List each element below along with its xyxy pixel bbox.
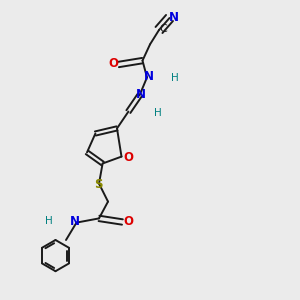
Text: N: N xyxy=(70,215,80,228)
Text: N: N xyxy=(136,88,146,101)
Text: O: O xyxy=(123,214,134,228)
Text: S: S xyxy=(94,178,102,191)
Text: N: N xyxy=(169,11,179,24)
Text: H: H xyxy=(154,108,161,118)
Text: H: H xyxy=(171,73,179,83)
Text: C: C xyxy=(159,24,167,34)
Text: H: H xyxy=(45,216,53,226)
Text: N: N xyxy=(143,70,154,83)
Text: O: O xyxy=(109,57,119,70)
Text: O: O xyxy=(123,151,133,164)
